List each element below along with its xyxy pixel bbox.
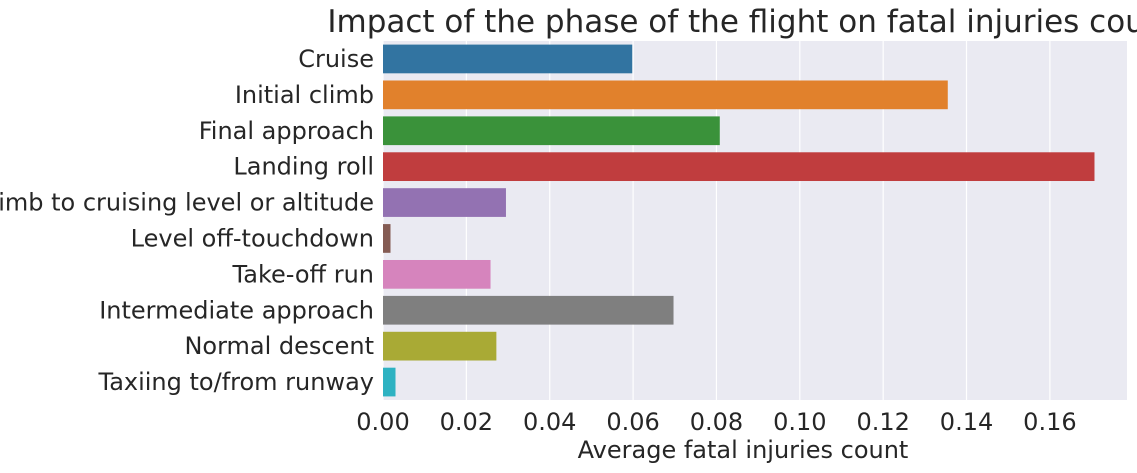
x-tick-label: 0.02: [440, 408, 493, 436]
chart-title: Impact of the phase of the flight on fat…: [327, 4, 1137, 40]
bar: [383, 295, 674, 325]
x-axis-label: Average fatal injuries count: [578, 436, 909, 464]
bar: [383, 259, 491, 289]
category-label: Initial climb: [235, 81, 374, 109]
x-tick-label: 0.00: [356, 408, 409, 436]
bar: [383, 44, 633, 74]
x-tick-label: 0.16: [1023, 408, 1076, 436]
category-label: Climb to cruising level or altitude: [0, 189, 374, 217]
x-tick-labels: 0.00 0.02 0.04 0.06 0.08 0.10 0.12 0.14 0.16: [356, 408, 1076, 436]
x-tick-label: 0.06: [606, 408, 659, 436]
bars: [383, 44, 1095, 397]
x-tick-label: 0.14: [940, 408, 993, 436]
x-tick-label: 0.10: [773, 408, 826, 436]
bar: [383, 224, 391, 253]
category-label: Normal descent: [184, 332, 374, 360]
category-label: Take-off run: [232, 260, 374, 288]
category-label: Cruise: [298, 45, 374, 73]
bar: [383, 188, 506, 217]
bar: [383, 80, 948, 110]
category-label: Level off-touchdown: [131, 224, 374, 252]
category-label: Taxiing to/from runway: [98, 368, 375, 396]
category-labels: Cruise Initial climb Final approach Landing…: [0, 45, 374, 396]
bar: [383, 367, 396, 397]
x-tick-label: 0.04: [523, 408, 576, 436]
bar: [383, 331, 497, 361]
bar: [383, 116, 720, 146]
category-label: Final approach: [199, 117, 374, 145]
x-tick-label: 0.12: [856, 408, 909, 436]
x-tick-label: 0.08: [690, 408, 743, 436]
category-label: Intermediate approach: [99, 296, 374, 324]
category-label: Landing roll: [233, 153, 374, 181]
bar: [383, 152, 1095, 182]
